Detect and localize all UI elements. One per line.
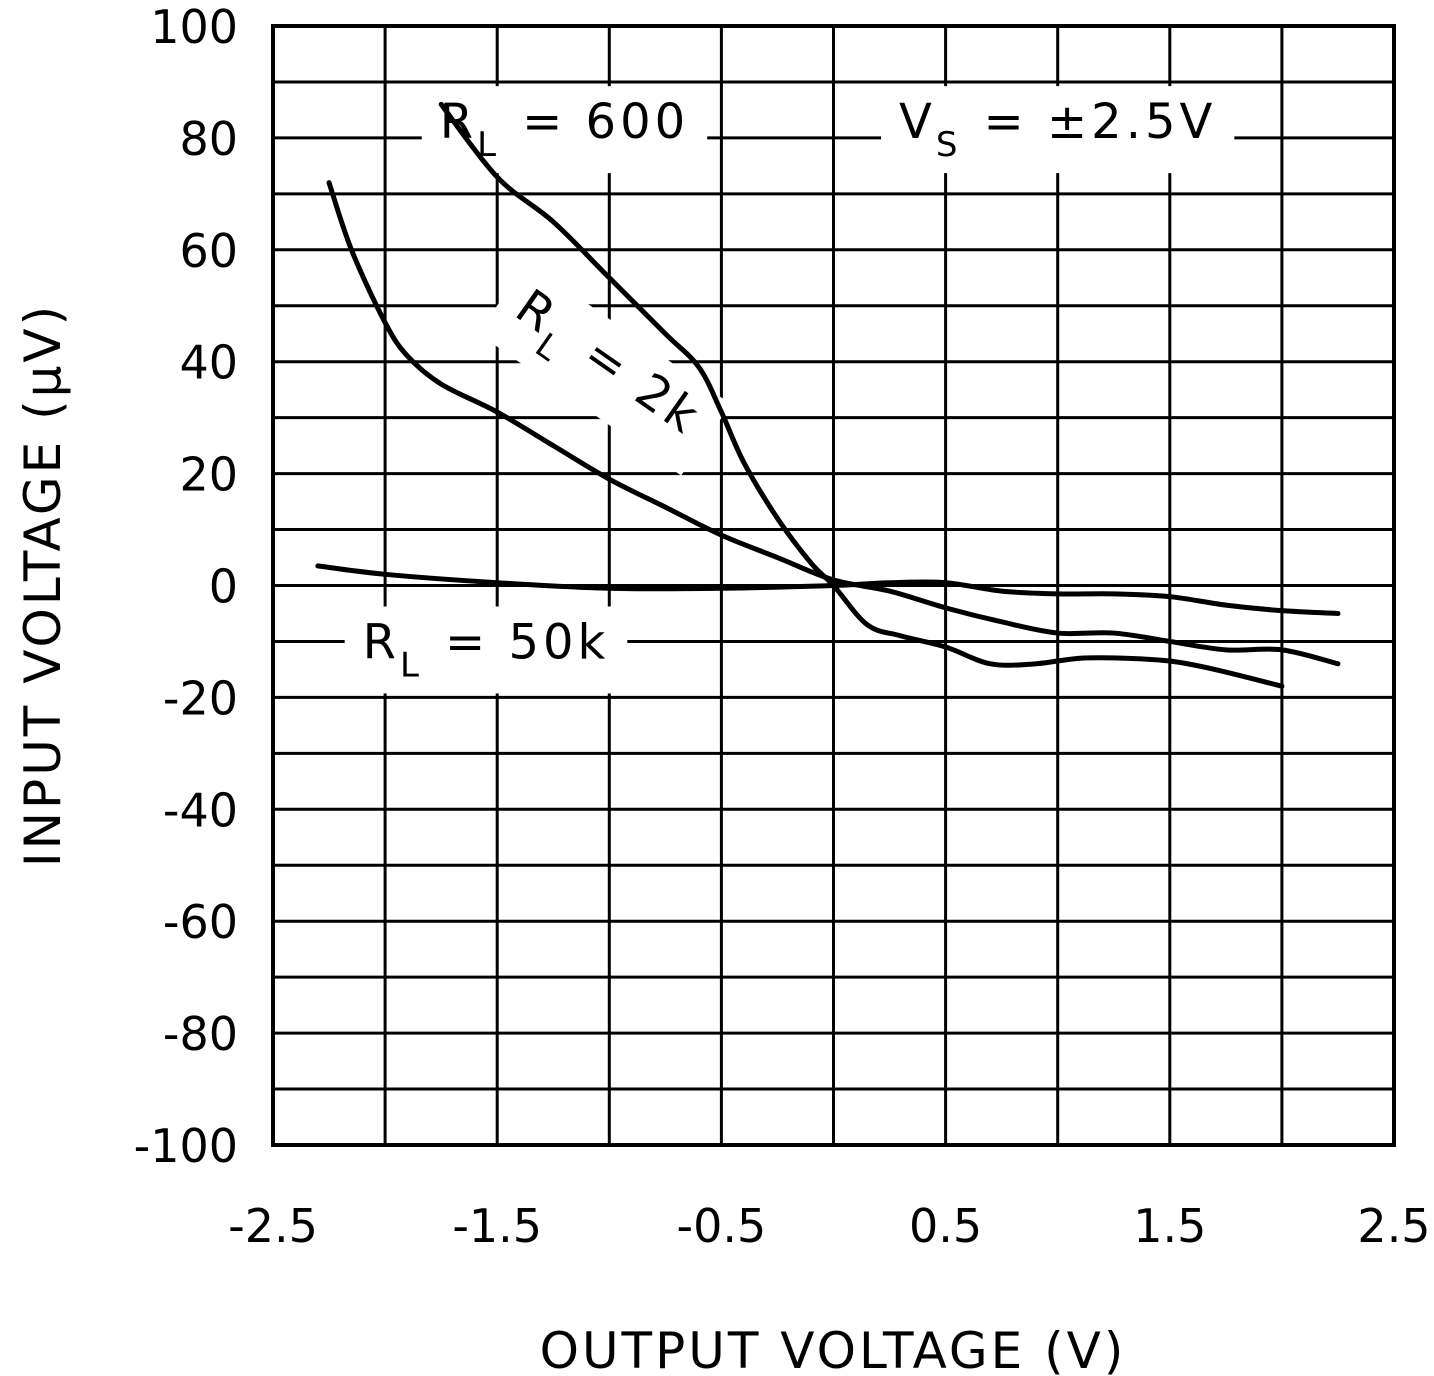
x-tick-label: 0.5 bbox=[909, 1199, 982, 1253]
series-line bbox=[326, 180, 1341, 667]
y-tick-label: -60 bbox=[163, 895, 238, 949]
annotation-mask bbox=[881, 86, 1235, 174]
series-lines bbox=[315, 101, 1341, 689]
annotation-label: RL = 600 bbox=[440, 94, 689, 165]
plot-frame bbox=[271, 24, 1396, 1147]
annotation-text: RL = 50k bbox=[363, 614, 610, 685]
annotation-symbol: R bbox=[440, 94, 477, 150]
grid bbox=[273, 26, 1394, 1145]
annotation-symbol: V bbox=[899, 94, 936, 150]
annotation-mask-rect bbox=[477, 261, 732, 476]
y-tick-label: 40 bbox=[179, 336, 238, 390]
annotation-mask-rect bbox=[421, 86, 708, 174]
annotation-text: VS = ±2.5V bbox=[899, 94, 1216, 165]
annotation-value: = 50k bbox=[445, 614, 609, 670]
annotation-subscript: L bbox=[400, 645, 423, 685]
y-tick-labels: 100 80 60 40 20 0 -20 -40 -60 -80 -100 bbox=[134, 0, 238, 1173]
y-tick-label: -100 bbox=[134, 1119, 238, 1173]
annotation-label: RL = 50k bbox=[363, 614, 610, 685]
label-masks bbox=[344, 86, 1235, 694]
y-tick-label: 0 bbox=[209, 560, 238, 614]
annotation-subscript: S bbox=[936, 125, 962, 165]
annotation-mask-rect bbox=[881, 86, 1235, 174]
annotation-text: RL = 600 bbox=[440, 94, 689, 165]
x-tick-label: 2.5 bbox=[1357, 1199, 1430, 1253]
annotation-subscript: L bbox=[477, 125, 500, 165]
y-tick-label: -80 bbox=[163, 1007, 238, 1061]
y-tick-label: -40 bbox=[163, 783, 238, 837]
x-tick-label: -1.5 bbox=[452, 1199, 542, 1253]
annotation-value: = ±2.5V bbox=[983, 94, 1216, 150]
y-tick-label: 100 bbox=[150, 0, 238, 54]
x-tick-label: -2.5 bbox=[228, 1199, 318, 1253]
annotation-mask bbox=[421, 86, 708, 174]
annotation-mask bbox=[344, 606, 628, 694]
y-axis-label: INPUT VOLTAGE (µV) bbox=[14, 303, 72, 867]
annotation-symbol: R bbox=[363, 614, 400, 670]
annotation-mask bbox=[477, 261, 732, 476]
series-line bbox=[315, 563, 1341, 616]
x-tick-label: 1.5 bbox=[1133, 1199, 1206, 1253]
annotation-value: = 600 bbox=[522, 94, 689, 150]
y-tick-label: 20 bbox=[179, 448, 238, 502]
y-tick-label: 60 bbox=[179, 224, 238, 278]
x-axis-label: OUTPUT VOLTAGE (V) bbox=[540, 1322, 1127, 1376]
y-tick-label: 80 bbox=[179, 112, 238, 166]
annotation-label: VS = ±2.5V bbox=[899, 94, 1216, 165]
annotation-mask-rect bbox=[344, 606, 628, 694]
y-tick-label: -20 bbox=[163, 671, 238, 725]
x-tick-label: -0.5 bbox=[677, 1199, 767, 1253]
x-tick-labels: -2.5 -1.5 -0.5 0.5 1.5 2.5 bbox=[228, 1199, 1430, 1253]
